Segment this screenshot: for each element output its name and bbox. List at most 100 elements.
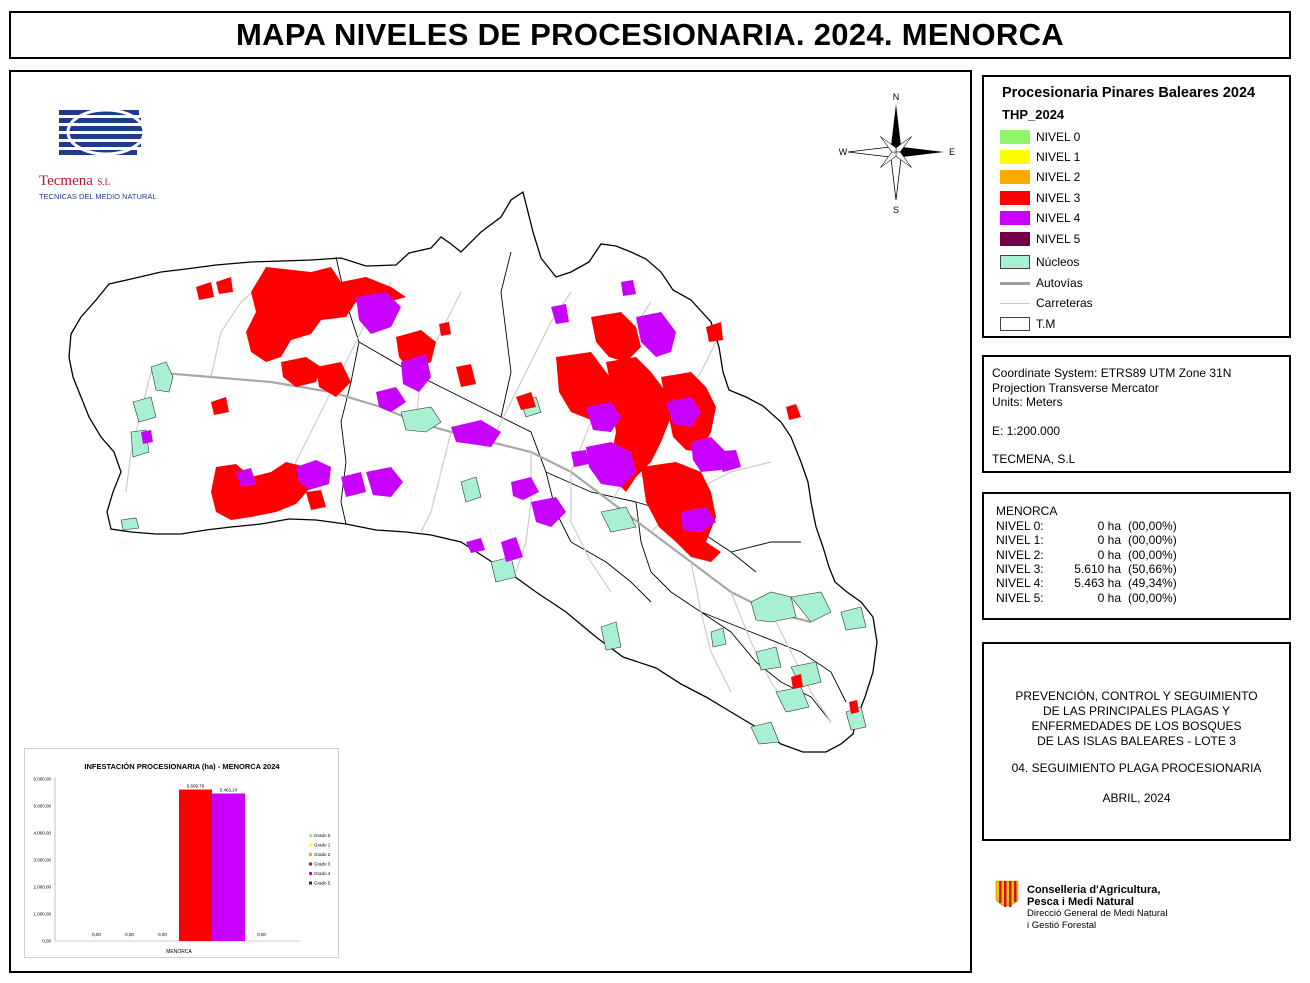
legend-label: NIVEL 0: [1036, 130, 1081, 144]
stats-label: NIVEL 3:: [996, 561, 1044, 576]
legend-box: Procesionaria Pinares Baleares 2024 THP_…: [982, 75, 1291, 338]
project-line-3: ENFERMEDADES DE LOS BOSQUES: [1031, 719, 1242, 733]
logo-subtitle: TECNICAS DEL MEDIO NATURAL: [39, 192, 157, 201]
project-phase: 04. SEGUIMIENTO PLAGA PROCESIONARIA: [1011, 761, 1262, 775]
chart-legend-swatch: [309, 843, 312, 847]
chart-bars: [179, 789, 245, 941]
legend-swatch: [1000, 211, 1030, 225]
chart-axis: [54, 777, 300, 942]
legend-swatch: [1000, 255, 1030, 269]
island-outline: [68, 190, 878, 753]
stats-pct: (00,00%): [1128, 590, 1177, 605]
conselleria-line-4: i Gestió Forestal: [1027, 919, 1097, 931]
chart-y-tick-label: 0,00: [42, 939, 51, 944]
coordinate-text: Coordinate System: ETRS89 UTM Zone 31N P…: [992, 366, 1231, 467]
stats-ha: 0 ha: [1097, 547, 1121, 562]
chart-legend: Grado 0 Grado 1 Grado 2 Grado 3 Grado 4 Grado…: [309, 833, 331, 886]
chart-svg: INFESTACIÓN PROCESIONARIA (ha) - MENORCA…: [33, 762, 331, 955]
chart-y-tick-label: 5.000,00: [33, 804, 51, 809]
project-line-4: DE LAS ISLAS BALEARES - LOTE 3: [1037, 734, 1236, 748]
stats-ha: 5.463 ha: [1074, 576, 1121, 591]
stats-pct: (50,66%): [1128, 561, 1177, 576]
chart-data-label: 5.609,78: [187, 784, 205, 789]
highways: [150, 370, 812, 624]
stats-ha: 0 ha: [1097, 533, 1121, 548]
chart-legend-swatch: [309, 834, 312, 837]
legend-label: NIVEL 4: [1036, 211, 1081, 225]
stats-row: NIVEL 2: 0 ha (00,00%): [996, 548, 1196, 562]
legend-label: Núcleos: [1036, 255, 1080, 269]
compass-s: S: [893, 205, 899, 215]
legend-item: NIVEL 2: [1000, 169, 1080, 185]
stats-label: NIVEL 5:: [996, 590, 1044, 605]
chart-legend-label: Grado 4: [314, 871, 331, 876]
legend-item: NIVEL 4: [1000, 210, 1080, 226]
chart-data-label: 5.463,24: [220, 787, 238, 792]
legend-label: NIVEL 3: [1036, 191, 1081, 205]
stats-label: NIVEL 1:: [996, 533, 1044, 548]
stats-pct: (00,00%): [1128, 519, 1177, 533]
coord-projection: Projection Transverse Mercator: [992, 380, 1159, 395]
island-map: N S E W: [59, 92, 955, 753]
chart-legend-label: Grado 3: [314, 862, 331, 867]
legend-swatch: [1000, 281, 1030, 285]
chart-data-label: 0,00: [92, 932, 101, 937]
chart-legend-label: Grado 2: [314, 852, 331, 857]
conselleria-logo: Conselleria d'Agricultura, Pesca i Medi …: [995, 878, 1215, 938]
stats-ha: 5.610 ha: [1074, 561, 1121, 576]
stats-label: NIVEL 2:: [996, 547, 1044, 562]
chart-y-tick-label: 1.000,00: [33, 912, 51, 917]
coordinate-box: Coordinate System: ETRS89 UTM Zone 31N P…: [982, 355, 1291, 473]
coord-system: Coordinate System: ETRS89 UTM Zone 31N: [992, 366, 1232, 380]
title-box: MAPA NIVELES DE PROCESIONARIA. 2024. MEN…: [9, 11, 1291, 59]
chart-y-ticks: 0,00 1.000,00 2.000,00 3.000,00 4.000,00 5.00…: [33, 777, 51, 944]
chart-legend-swatch: [309, 853, 312, 856]
legend-item: Carreteras: [1000, 295, 1093, 311]
conselleria-line-1: Conselleria d'Agricultura,: [1027, 884, 1161, 896]
tecmena-logo: Tecmena S.L TECNICAS DEL MEDIO NATURAL: [39, 172, 157, 201]
chart-legend-swatch: [309, 881, 312, 885]
stats-box: MENORCA NIVEL 0: 0 ha (00,00%) NIVEL 1: 0 ha…: [982, 492, 1291, 620]
stats-ha: 0 ha: [1097, 590, 1121, 605]
project-line-2: DE LAS PRINCIPALES PLAGAS Y: [1043, 704, 1230, 718]
stats-row: NIVEL 3: 5.610 ha (50,66%): [996, 562, 1196, 576]
legend-item: Autovías: [1000, 275, 1083, 291]
nivel4-areas: [141, 280, 741, 562]
coord-scale: E: 1:200.000: [992, 423, 1061, 438]
legend-label: NIVEL 5: [1036, 232, 1081, 246]
compass-n: N: [893, 92, 900, 102]
chart-legend-label: Grado 5: [314, 881, 331, 886]
legend-item: T.M: [1000, 316, 1055, 332]
legend-swatch: [1000, 317, 1030, 331]
stats-row: NIVEL 1: 0 ha (00,00%): [996, 533, 1196, 547]
stats-pct: (49,34%): [1128, 576, 1177, 591]
legend-swatch: [1000, 191, 1030, 205]
map-title: MAPA NIVELES DE PROCESIONARIA. 2024. MEN…: [236, 17, 1064, 52]
compass-w: W: [839, 147, 848, 157]
logo-name: Tecmena: [39, 173, 93, 189]
legend-swatch: [1000, 150, 1030, 164]
stats-label: NIVEL 4:: [996, 576, 1044, 591]
legend-label: T.M: [1036, 317, 1056, 331]
legend-swatch: [1000, 130, 1030, 144]
stats-row: NIVEL 5: 0 ha (00,00%): [996, 591, 1196, 605]
conselleria-line-3: Direcció General de Medi Natural: [1027, 908, 1168, 919]
legend-item: NIVEL 0: [1000, 129, 1080, 145]
conselleria-line-2: Pesca i Medi Natural: [1027, 896, 1134, 908]
legend-label: Autovías: [1036, 276, 1083, 290]
chart-legend-swatch: [309, 872, 312, 875]
legend-field: THP_2024: [1002, 107, 1065, 122]
chart-legend-swatch: [309, 862, 312, 866]
chart-y-tick-label: 3.000,00: [33, 858, 51, 863]
chart-legend-label: Grado 1: [314, 843, 331, 848]
coat-of-arms-icon: [995, 880, 1019, 907]
stats-pct: (00,00%): [1128, 533, 1177, 548]
stats-title: MENORCA: [996, 504, 1058, 518]
chart-data-label: 0,00: [158, 932, 167, 937]
project-date: ABRIL, 2024: [1102, 791, 1171, 805]
legend-title: Procesionaria Pinares Baleares 2024: [1002, 85, 1256, 101]
stats-ha: 0 ha: [1097, 519, 1121, 533]
coord-units: Units: Meters: [992, 395, 1063, 409]
stats-label: NIVEL 0:: [996, 519, 1044, 533]
legend-item: NIVEL 1: [1000, 149, 1080, 165]
